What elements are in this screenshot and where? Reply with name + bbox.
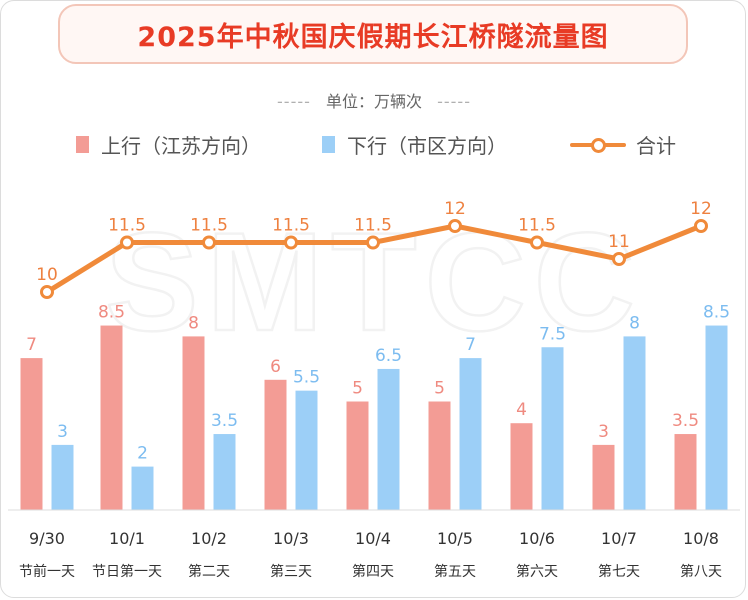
data-label-up: 5	[352, 379, 363, 399]
bar-up-10/1	[100, 325, 123, 510]
total-point-10/8	[694, 219, 708, 233]
data-label-down: 3	[57, 422, 68, 442]
data-labels-group: 7 3 8.5 2 8 3.5 6 5.5 5 6.5 5 7 4 7.5 3 8 3.5 8.5 10 11.5 11…	[26, 199, 730, 464]
x-tick-date: 10/2	[191, 529, 227, 548]
watermark: SMTCC	[105, 203, 643, 360]
bar-down-10/3	[295, 390, 318, 510]
x-tick-date: 9/30	[29, 529, 65, 548]
chart-title: 2025年中秋国庆假期长江桥隧流量图	[137, 21, 609, 53]
x-tick-labels-group: 9/30 节前一天 10/1 节日第一天 10/2 第二天 10/3 第三天 10/4 第四天 10…	[19, 529, 722, 580]
bar-down-10/2	[213, 434, 236, 510]
data-label-total: 11.5	[354, 216, 392, 236]
bar-up-10/5	[428, 401, 451, 510]
total-point-10/3	[284, 235, 298, 250]
data-label-total: 11.5	[518, 216, 556, 236]
data-label-up: 3.5	[672, 411, 699, 431]
bar-down-10/5	[459, 358, 482, 510]
legend-swatch-up	[76, 136, 89, 153]
data-label-down: 7.5	[539, 324, 566, 344]
total-point-10/5	[448, 219, 462, 233]
data-label-up: 4	[516, 400, 527, 420]
x-tick-sublabel: 第四天	[352, 563, 394, 580]
unit-label: 单位：万辆次	[325, 92, 422, 111]
unit-dash-left: -----	[277, 92, 311, 111]
bar-up-9/30	[20, 358, 43, 510]
total-point-10/2	[202, 235, 216, 250]
legend-item-total[interactable]: 合计	[570, 130, 676, 159]
total-point-10/7	[612, 252, 626, 266]
x-tick-sublabel: 第五天	[434, 563, 476, 580]
x-tick-date: 10/3	[273, 529, 309, 548]
bar-up-10/4	[346, 401, 369, 510]
data-label-down: 8	[629, 313, 640, 333]
bar-up-10/6	[510, 423, 533, 510]
x-tick-sublabel: 第七天	[598, 563, 640, 580]
data-label-total: 12	[444, 199, 466, 219]
bar-down-10/6	[541, 347, 564, 510]
bar-up-10/7	[592, 444, 615, 510]
unit-dash-right: -----	[437, 92, 471, 111]
x-tick-date: 10/5	[437, 529, 473, 548]
x-tick-date: 10/4	[355, 529, 391, 548]
data-label-total: 10	[36, 265, 58, 285]
legend-swatch-total	[570, 137, 626, 153]
data-label-total: 11.5	[108, 216, 146, 236]
data-label-down: 6.5	[375, 346, 402, 366]
total-point-9/30	[40, 285, 54, 299]
data-label-total: 11	[608, 232, 630, 252]
legend: 上行（江苏方向） 下行（市区方向） 合计	[0, 130, 748, 160]
x-tick-sublabel: 第八天	[680, 563, 722, 580]
x-tick-sublabel: 节日第一天	[92, 563, 162, 580]
data-label-up: 3	[598, 422, 609, 442]
data-label-up: 8.5	[98, 303, 125, 323]
total-line-group	[40, 219, 708, 299]
legend-item-down[interactable]: 下行（市区方向）	[322, 130, 507, 159]
data-label-down: 3.5	[211, 411, 238, 431]
total-point-10/6	[530, 235, 544, 250]
x-tick-sublabel: 节前一天	[19, 563, 75, 580]
legend-item-up[interactable]: 上行（江苏方向）	[76, 130, 261, 159]
x-tick-sublabel: 第三天	[270, 563, 312, 580]
data-label-up: 6	[270, 357, 281, 377]
data-label-total: 11.5	[272, 216, 310, 236]
legend-swatch-down	[322, 136, 335, 153]
total-point-10/4	[366, 235, 380, 250]
bar-up-10/3	[264, 379, 287, 510]
data-label-up: 5	[434, 379, 445, 399]
bar-down-10/1	[131, 466, 154, 510]
unit-row: ----- 单位：万辆次 -----	[0, 88, 748, 112]
bars-down-group	[51, 325, 728, 510]
data-label-down: 8.5	[703, 303, 730, 323]
x-tick-date: 10/6	[519, 529, 555, 548]
data-label-total: 12	[690, 199, 712, 219]
legend-label-up: 上行（江苏方向）	[101, 134, 261, 158]
bar-down-9/30	[51, 444, 74, 510]
data-label-down: 7	[465, 335, 476, 355]
bar-down-10/8	[705, 325, 728, 510]
total-point-10/1	[120, 235, 134, 250]
x-tick-sublabel: 第二天	[188, 563, 230, 580]
data-label-up: 8	[188, 313, 199, 333]
data-label-up: 7	[26, 335, 37, 355]
x-tick-date: 10/8	[683, 529, 719, 548]
data-label-down: 5.5	[293, 368, 320, 388]
bar-down-10/4	[377, 368, 400, 510]
legend-label-down: 下行（市区方向）	[347, 134, 507, 158]
x-tick-date: 10/1	[109, 529, 145, 548]
bars-up-group	[20, 325, 697, 510]
x-tick-sublabel: 第六天	[516, 563, 558, 580]
x-tick-date: 10/7	[601, 529, 637, 548]
data-label-down: 2	[137, 444, 148, 464]
bar-down-10/7	[623, 336, 646, 510]
bar-up-10/8	[674, 434, 697, 510]
title-banner: 2025年中秋国庆假期长江桥隧流量图	[58, 4, 688, 64]
legend-label-total: 合计	[636, 134, 676, 158]
bar-up-10/2	[182, 336, 205, 510]
data-label-total: 11.5	[190, 216, 228, 236]
